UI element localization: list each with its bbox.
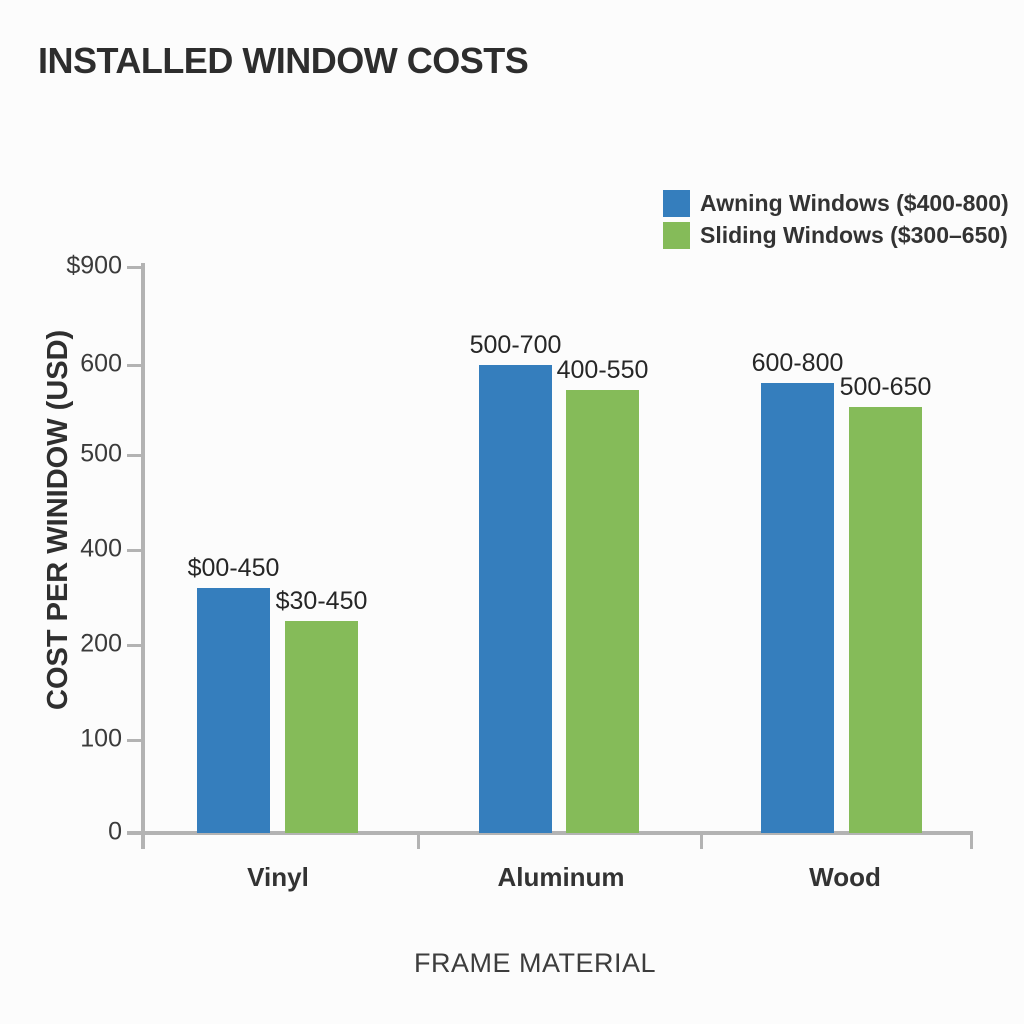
- y-axis-line: [141, 263, 145, 849]
- bar-aluminum-awning: 500-700: [470, 331, 561, 833]
- y-tick-label-100: 100: [80, 724, 122, 753]
- x-axis-title: FRAME MATERIAL: [413, 948, 657, 978]
- bar-vinyl-sliding: $30-450: [276, 587, 367, 833]
- y-tick-mark-100: [127, 739, 142, 742]
- x-axis-line: [127, 831, 973, 835]
- bar-value-label: 600-800: [751, 349, 844, 377]
- y-tick-mark-0: [127, 832, 142, 835]
- bar-wood-awning: 600-800: [752, 349, 843, 833]
- chart-title: INSTALLED WINDOW COSTS: [38, 40, 529, 81]
- y-tick-label-500: 500: [80, 439, 122, 468]
- legend-item-awning: Awning Windows ($400-800): [663, 190, 1009, 217]
- bar-value-label: 500-650: [839, 373, 932, 401]
- legend-swatch-awning: [663, 190, 690, 217]
- bar-wood-sliding: 500-650: [840, 373, 931, 833]
- y-tick-label-900: $900: [66, 251, 122, 280]
- bar-value-label: $30-450: [275, 587, 368, 615]
- bar-vinyl-awning: $00-450: [188, 554, 279, 833]
- bar-value-label: 400-550: [556, 356, 649, 384]
- y-tick-mark-200: [127, 644, 142, 647]
- bar-value-label: 500-700: [469, 331, 562, 359]
- x-tick-mark-2: [700, 833, 703, 849]
- legend-label-sliding: Sliding Windows ($300–650): [700, 222, 1008, 248]
- y-tick-mark-500: [127, 454, 142, 457]
- legend-label-awning: Awning Windows ($400-800): [700, 190, 1009, 216]
- x-tick-mark-1: [417, 833, 420, 849]
- y-tick-mark-400: [127, 549, 142, 552]
- y-tick-label-600: 600: [80, 349, 122, 378]
- legend-swatch-sliding: [663, 222, 690, 249]
- y-tick-label-200: 200: [80, 629, 122, 658]
- category-label-vinyl: Vinyl: [247, 862, 309, 892]
- y-tick-mark-600: [127, 364, 142, 367]
- x-tick-mark-3: [970, 833, 973, 849]
- y-tick-label-0: 0: [108, 817, 122, 846]
- category-label-wood: Wood: [809, 862, 881, 892]
- bar-aluminum-sliding: 400-550: [557, 356, 648, 833]
- plot-area: $00-450 $30-450 500-700 400-550 600-800 …: [145, 267, 973, 833]
- legend: Awning Windows ($400-800) Sliding Window…: [663, 190, 1009, 249]
- bar-value-label: $00-450: [187, 554, 280, 582]
- category-label-aluminum: Aluminum: [497, 862, 625, 892]
- y-tick-mark-900: [127, 266, 142, 269]
- y-tick-label-400: 400: [80, 534, 122, 563]
- legend-item-sliding: Sliding Windows ($300–650): [663, 222, 1009, 249]
